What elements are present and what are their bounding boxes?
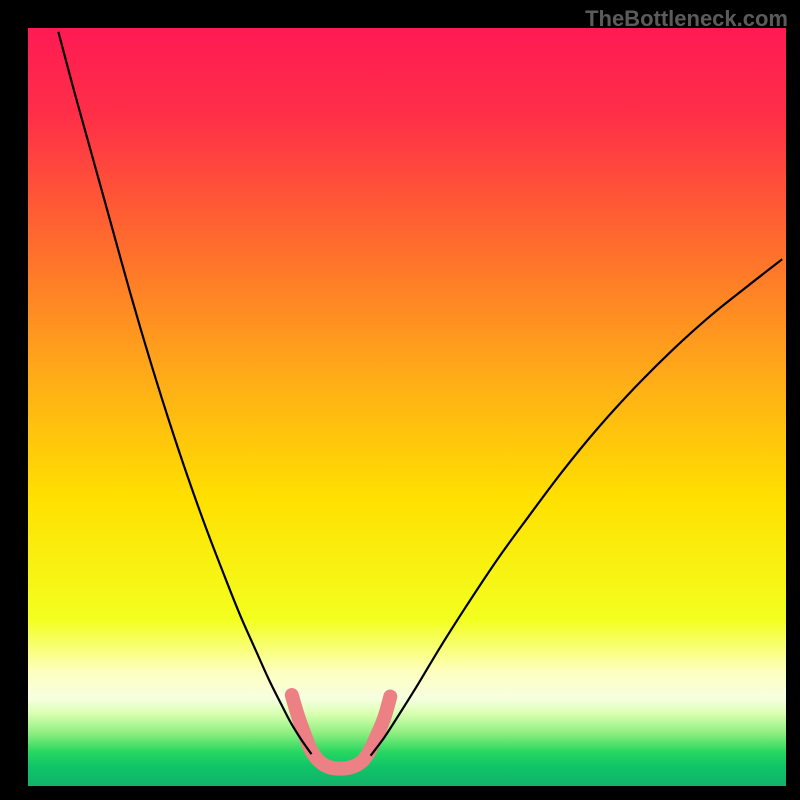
watermark-text: TheBottleneck.com — [585, 6, 788, 32]
chart-frame: TheBottleneck.com — [0, 0, 800, 800]
chart-svg — [0, 0, 800, 800]
plot-background — [28, 28, 786, 786]
